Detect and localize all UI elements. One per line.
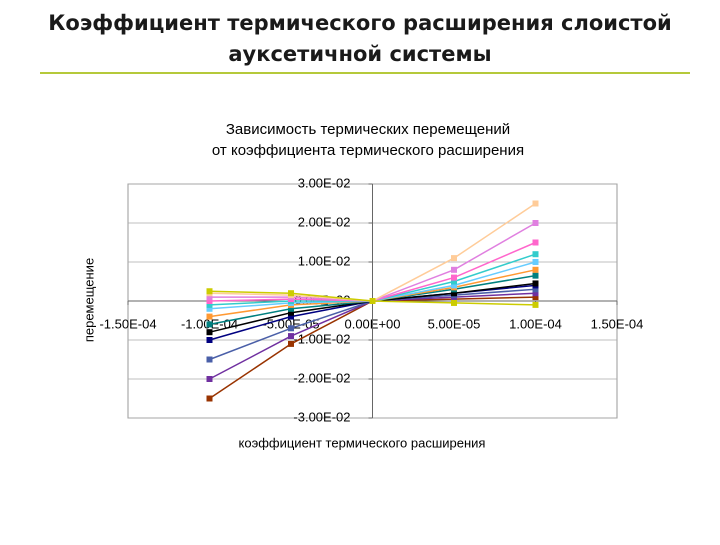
point-marker (532, 239, 539, 246)
point-marker (288, 305, 294, 312)
slide-title: ауксетичной системы (228, 42, 491, 66)
point-marker (206, 321, 213, 328)
point-marker (288, 313, 294, 320)
chart-title: Зависимость термических перемещений (226, 121, 510, 138)
point-marker (206, 288, 213, 295)
point-marker (206, 337, 213, 343)
point-marker (206, 301, 213, 308)
point-marker (288, 290, 294, 297)
point-marker (451, 278, 457, 285)
point-marker (532, 286, 539, 293)
point-marker (206, 294, 213, 301)
point-marker (451, 255, 457, 262)
point-marker (451, 274, 457, 281)
y-tick-label: -3.00E-02 (293, 409, 350, 424)
point-marker (451, 299, 457, 306)
point-marker (532, 290, 539, 297)
point-marker (451, 266, 457, 273)
point-marker (451, 290, 457, 297)
point-marker (206, 329, 213, 336)
point-marker (206, 395, 213, 402)
x-tick-label: 1.50E-04 (591, 316, 644, 331)
x-axis-label: коэффициент термического расширения (239, 435, 486, 450)
slide-title: Коэффициент термического расширения слои… (48, 11, 671, 35)
point-marker (288, 309, 294, 316)
point-marker (206, 305, 213, 312)
point-marker (451, 282, 457, 289)
point-marker (532, 200, 539, 207)
y-tick-label: 3.00E-02 (298, 175, 351, 190)
x-tick-label: 5.00E-05 (428, 316, 481, 331)
point-marker (532, 220, 539, 226)
point-marker (532, 294, 539, 301)
point-marker (206, 376, 213, 382)
point-marker (532, 280, 539, 287)
point-marker (288, 325, 294, 332)
y-tick-label: 2.00E-02 (298, 214, 351, 229)
chart-title: от коэффициента термического расширения (212, 142, 524, 159)
point-marker (206, 313, 213, 320)
point-marker (532, 301, 539, 308)
point-marker (532, 272, 539, 279)
y-tick-label: 1.00E-02 (298, 253, 351, 268)
point-marker (532, 251, 539, 258)
point-marker (369, 298, 376, 304)
point-marker (206, 298, 213, 304)
point-marker (532, 259, 539, 265)
y-tick-label: -2.00E-02 (293, 370, 350, 385)
point-marker (532, 266, 539, 273)
point-marker (288, 340, 294, 347)
y-axis-label: перемещение (81, 258, 96, 342)
x-tick-label: 1.00E-04 (509, 316, 562, 331)
point-marker (288, 333, 294, 340)
x-tick-label: -1.50E-04 (99, 316, 156, 331)
point-marker (206, 356, 213, 363)
